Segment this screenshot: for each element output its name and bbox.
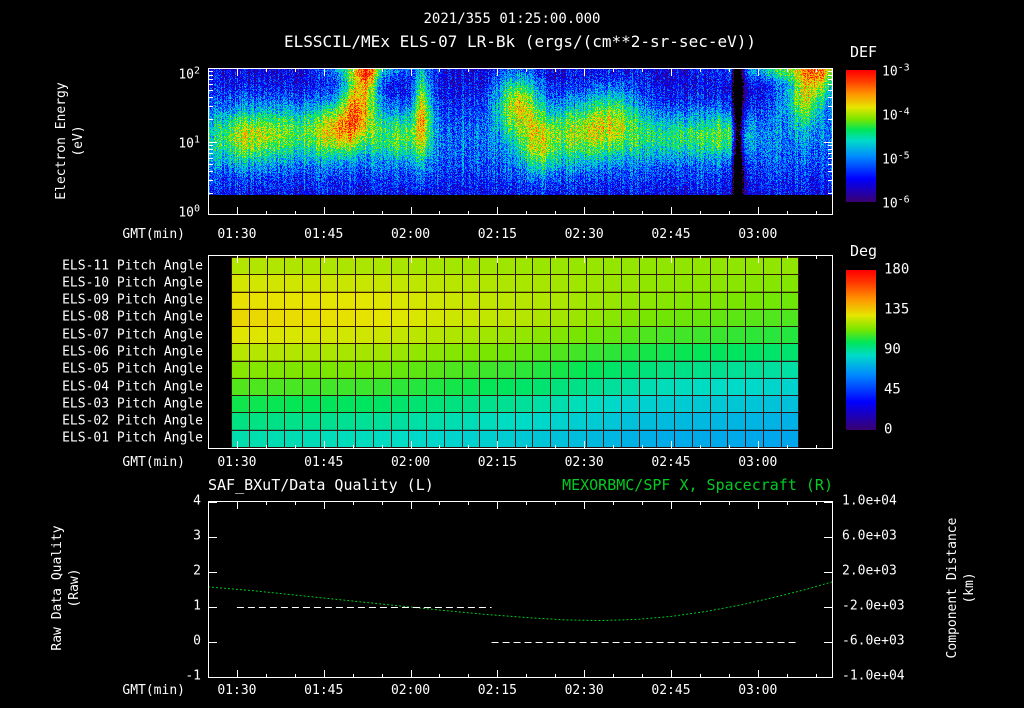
x-tick-label: 01:30 (217, 683, 257, 698)
quality-axis-label-line2: (Raw) (67, 568, 82, 608)
x-tick-label: 01:30 (217, 227, 257, 242)
pitch-row-label: ELS-04 Pitch Angle (62, 379, 203, 395)
x-tick-label: 01:45 (304, 455, 344, 470)
pitch-row-label: ELS-08 Pitch Angle (62, 309, 203, 325)
def-colorbar-title: DEF (850, 43, 878, 61)
distance-tick-label: 1.0e+04 (842, 493, 897, 509)
x-tick-label: 02:00 (390, 455, 431, 470)
x-tick-label: 03:00 (738, 227, 778, 242)
x-tick-label: 01:30 (217, 455, 257, 470)
x-tick-label: 01:45 (304, 683, 344, 698)
x-tick-label: 02:45 (651, 455, 691, 470)
x-tick-label: 02:00 (390, 227, 431, 242)
quality-tick-label: 0 (193, 633, 201, 649)
x-tick-label: 03:00 (738, 683, 778, 698)
x-tick-label: 02:15 (477, 227, 517, 242)
deg-tick-label: 180 (884, 261, 910, 278)
def-tick-label: 10-4 (882, 106, 910, 124)
gmt-axis-label-1: GMT(min) (122, 227, 185, 242)
distance-axis-label: Component Distance (km) (944, 518, 978, 659)
quality-tick-label: 1 (193, 598, 201, 614)
energy-axis-label-line2: (eV) (71, 125, 86, 157)
energy-axis-label-line1: Electron Energy (54, 82, 69, 200)
x-tick-label: 01:45 (304, 227, 344, 242)
gmt-axis-label-3: GMT(min) (122, 683, 185, 698)
x-tick-label: 02:30 (564, 455, 604, 470)
electron-spectrogram-canvas (208, 68, 833, 215)
quality-tick-label: -1 (185, 668, 201, 684)
deg-tick-label: 90 (884, 341, 901, 358)
distance-tick-label: 2.0e+03 (842, 563, 897, 579)
deg-colorbar-canvas (846, 270, 876, 430)
deg-tick-label: 135 (884, 301, 910, 318)
pitch-row-label: ELS-01 Pitch Angle (62, 430, 203, 446)
x-tick-label: 02:00 (390, 683, 431, 698)
x-tick-label: 02:30 (564, 227, 604, 242)
quality-distance-canvas (208, 501, 833, 678)
distance-tick-label: -2.0e+03 (842, 598, 905, 614)
x-tick-label: 02:15 (477, 683, 517, 698)
def-tick-label: 10-3 (882, 62, 910, 80)
pitch-row-label: ELS-07 Pitch Angle (62, 327, 203, 343)
x-tick-label: 02:30 (564, 683, 604, 698)
deg-tick-label: 45 (884, 381, 901, 398)
x-tick-label: 03:00 (738, 455, 778, 470)
energy-tick-label: 100 (178, 203, 200, 221)
quality-axis-label: Raw Data Quality (Raw) (49, 525, 83, 650)
timestamp-title: 2021/355 01:25:00.000 (423, 11, 601, 27)
distance-tick-label: 6.0e+03 (842, 528, 897, 544)
pitch-row-label: ELS-03 Pitch Angle (62, 396, 203, 412)
quality-axis-label-line1: Raw Data Quality (50, 525, 65, 651)
x-tick-label: 02:45 (651, 683, 691, 698)
def-tick-label: 10-6 (882, 194, 910, 212)
energy-tick-label: 101 (178, 134, 200, 152)
plot-title: ELSSCIL/MEx ELS-07 LR-Bk (ergs/(cm**2-sr… (283, 32, 756, 51)
distance-tick-label: -1.0e+04 (842, 668, 905, 684)
bottom-right-title: MEXORBMC/SPF X, Spacecraft (R) (562, 476, 833, 494)
bottom-left-title: SAF_BXuT/Data Quality (L) (208, 476, 434, 494)
quality-tick-label: 2 (193, 563, 201, 579)
quality-tick-label: 3 (193, 528, 201, 544)
distance-axis-label-line2: (km) (962, 572, 977, 604)
pitch-row-label: ELS-02 Pitch Angle (62, 413, 203, 429)
deg-colorbar-title: Deg (850, 242, 878, 260)
distance-axis-label-line1: Component Distance (945, 517, 960, 659)
x-tick-label: 02:45 (651, 227, 691, 242)
pitch-row-label: ELS-05 Pitch Angle (62, 361, 203, 377)
def-colorbar-canvas (846, 70, 876, 202)
energy-axis-label: Electron Energy (eV) (53, 82, 87, 199)
quality-tick-label: 4 (193, 493, 201, 509)
pitch-angle-canvas (208, 255, 833, 449)
pitch-row-label: ELS-10 Pitch Angle (62, 275, 203, 291)
def-tick-label: 10-5 (882, 150, 910, 168)
pitch-row-label: ELS-09 Pitch Angle (62, 292, 203, 308)
pitch-row-label: ELS-11 Pitch Angle (62, 258, 203, 274)
deg-tick-label: 0 (884, 421, 893, 438)
distance-tick-label: -6.0e+03 (842, 633, 905, 649)
x-tick-label: 02:15 (477, 455, 517, 470)
energy-tick-label: 102 (178, 65, 200, 83)
gmt-axis-label-2: GMT(min) (122, 455, 185, 470)
pitch-row-label: ELS-06 Pitch Angle (62, 344, 203, 360)
